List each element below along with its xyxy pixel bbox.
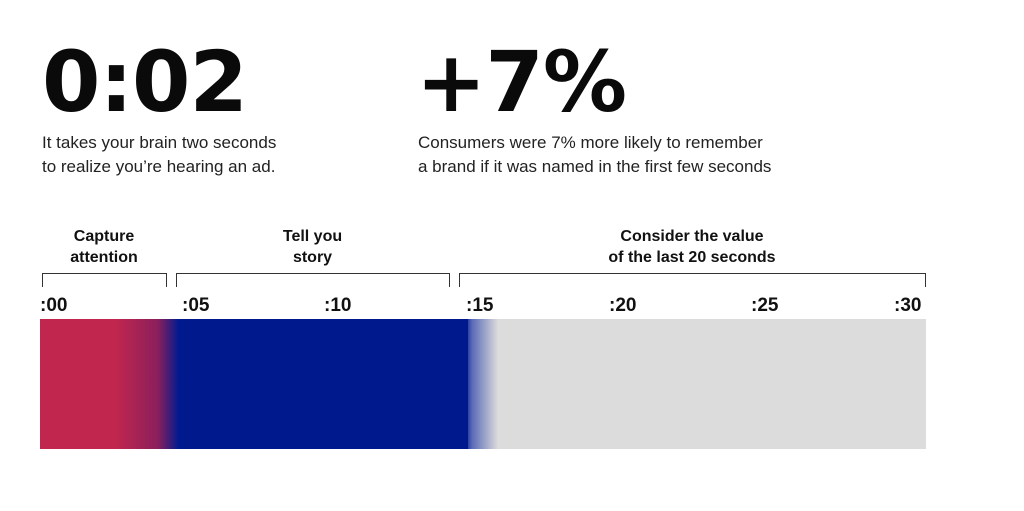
- tick-label-15: :15: [466, 295, 494, 316]
- timeline-segment-capture: [40, 319, 179, 449]
- phase-label-line: Consider the value: [620, 228, 764, 245]
- tick-label-20: :20: [609, 295, 637, 316]
- phase-bracket-story: [176, 273, 450, 287]
- stat-description-line: Consumers were 7% more likely to remembe…: [418, 133, 763, 152]
- phase-bracket-capture: [42, 273, 167, 287]
- phase-label-line: attention: [70, 249, 138, 266]
- tick-label-10: :10: [324, 295, 352, 316]
- stat-description-line: It takes your brain two seconds: [42, 133, 277, 152]
- timeline-segment-remaining: [464, 319, 926, 449]
- stat-description-line: to realize you’re hearing an ad.: [42, 157, 276, 176]
- phase-label-line: Tell you: [282, 228, 343, 245]
- timeline-segment-story: [176, 319, 469, 449]
- tick-label-00: :00: [40, 295, 68, 316]
- tick-label-30: :30: [894, 295, 922, 316]
- phase-label-line: of the last 20 seconds: [608, 249, 776, 266]
- stat-description-percent: Consumers were 7% more likely to remembe…: [418, 131, 771, 179]
- phase-label-line: story: [292, 249, 333, 266]
- stat-description-seconds: It takes your brain two seconds to reali…: [42, 131, 276, 179]
- phase-label-line: Capture: [73, 228, 135, 245]
- stat-value-seconds: 0:02: [42, 33, 248, 131]
- phase-label-remaining: Consider the value of the last 20 second…: [459, 226, 925, 268]
- tick-label-05: :05: [182, 295, 210, 316]
- stat-description-line: a brand if it was named in the first few…: [418, 157, 772, 176]
- stat-value-percent: +7%: [416, 33, 627, 131]
- phase-label-capture: Capture attention: [42, 226, 166, 268]
- timeline-bar: [40, 319, 926, 449]
- phase-label-story: Tell you story: [176, 226, 449, 268]
- tick-label-25: :25: [751, 295, 779, 316]
- phase-bracket-remaining: [459, 273, 926, 287]
